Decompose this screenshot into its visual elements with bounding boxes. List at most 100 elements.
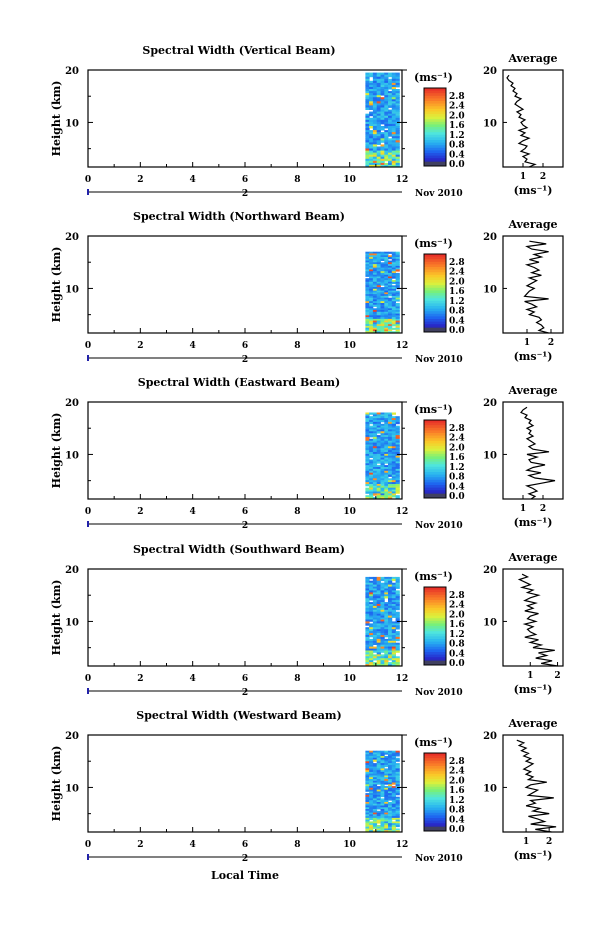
heatmap-cell [384,310,389,313]
heatmap-cell [380,800,385,803]
heatmap-cell [365,631,370,634]
heatmap-cell [376,635,381,638]
heatmap-cell [365,823,370,826]
heatmap-cells [365,251,400,334]
heatmap-cell [376,134,381,137]
heatmap-cell [388,600,393,603]
heatmap-cell [380,635,385,638]
heatmap-cell [395,105,400,108]
heatmap-cell [376,262,381,265]
heatmap-cell [372,487,378,490]
heatmap-cell [369,625,374,628]
colorbar-tick-label: 1.6 [449,620,465,630]
heatmap-cell [369,150,374,154]
heatmap-cell [380,817,385,821]
heatmap-cell [369,272,374,276]
colorbar-swatch [424,784,446,788]
heatmap-cell [384,126,389,129]
colorbar-swatch [424,321,446,325]
heatmap-cell [365,425,370,428]
heatmap-cell [388,485,393,489]
heatmap-cell [380,117,385,121]
heatmap-cell [365,126,370,129]
colorbar-swatch [424,485,446,489]
heatmap-cell [376,495,381,498]
heatmap-cell [369,594,374,597]
heatmap-cell [395,152,400,156]
heatmap-cell [388,162,393,166]
heatmap-cell [380,602,385,605]
heatmap-cell [365,105,370,108]
heatmap-cell [384,89,389,92]
heatmap-cell [369,617,374,620]
heatmap-cell [391,292,396,295]
heatmap-cell [365,84,370,88]
heatmap-cell [384,433,389,436]
heatmap-cell [365,487,370,490]
heatmap-cell [395,613,400,616]
heatmap-cell [372,763,378,766]
colorbar-tick-label: 2.0 [449,277,465,287]
heatmap-cell [376,450,381,453]
colorbar-swatch [424,652,446,656]
heatmap-cell [365,798,370,801]
heatmap-cell [380,640,385,644]
heatmap-cell [372,272,378,276]
heatmap-cell [395,107,400,110]
heatmap-cell [380,828,385,831]
heatmap-cell [384,625,389,628]
heatmap-cell [395,308,400,311]
heatmap-cell [365,138,370,141]
heatmap-cell [388,109,393,113]
heatmap-cell [391,654,396,657]
heatmap-cell [369,310,374,313]
heatmap-cell [376,423,381,427]
heatmap-cell [391,489,396,492]
heatmap-cell [372,465,378,468]
heatmap-cell [372,826,378,829]
heatmap-cell [369,438,374,442]
heatmap-cell [395,295,400,299]
heatmap-cell [388,130,393,133]
heatmap-cell [380,636,385,640]
heatmap-cell [384,265,389,269]
heatmap-cell [395,421,400,425]
heatmap-cell [384,274,389,277]
colorbar-swatch [424,272,446,276]
heatmap-cell [380,418,385,421]
heatmap-cell [365,664,370,667]
heatmap-cell [380,448,385,451]
heatmap-cell [365,78,370,82]
heatmap-cell [395,297,400,300]
heatmap-cell [384,823,389,826]
heatmap-cell [372,576,378,580]
heatmap-cell [384,789,389,792]
heatmap-cell [395,590,400,593]
heatmap-cell [388,78,393,82]
heatmap-cell [384,605,389,609]
heatmap-cell [369,802,374,805]
heatmap-cell [365,821,370,824]
average-x-tick-label: 1 [520,504,526,514]
heatmap-cell [372,138,378,141]
heatmap-cell [372,766,378,769]
heatmap-cell [365,633,370,636]
plot-frame [87,401,403,500]
heatmap-cell [388,754,393,757]
heatmap-cell [365,805,370,808]
x-tick-label: 10 [343,840,356,850]
heatmap-cell [376,322,381,325]
heatmap-cell [369,313,374,316]
heatmap-cell [395,817,400,821]
heatmap-cell [395,431,400,434]
heatmap-cell [384,264,389,267]
heatmap-cell [365,453,370,457]
heatmap-cell [369,431,374,434]
plot-frame [87,568,403,667]
heatmap-cell [376,789,381,792]
colorbar-frame [423,419,447,499]
heatmap-cell [384,474,389,477]
colorbar-swatch [424,134,446,138]
heatmap-cell [388,812,393,815]
heatmap-cell [391,320,396,323]
